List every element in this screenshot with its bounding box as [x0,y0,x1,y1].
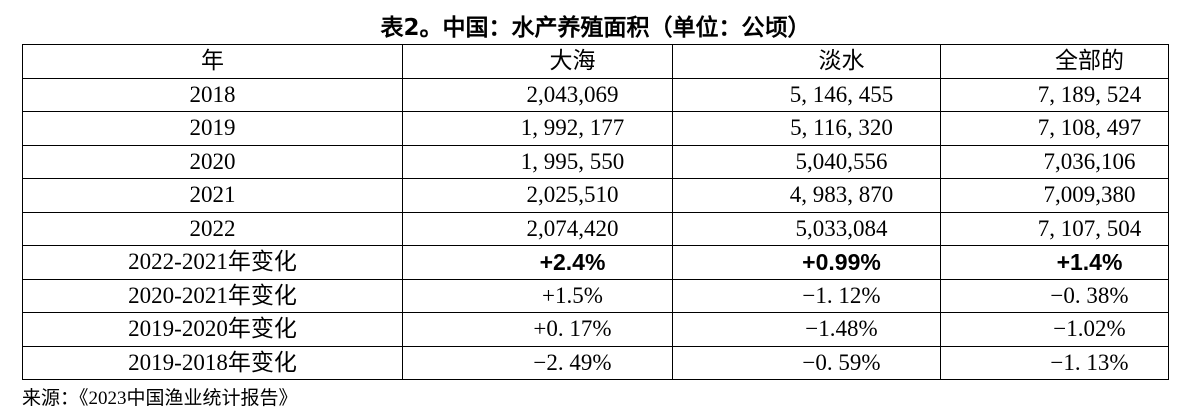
value-cell: −1.02% [940,312,1169,347]
table-row: 2019-2018年变化 −2. 49% −0. 59% −1. 13% [22,345,1169,380]
row-label: 2019-2018年变化 [22,345,403,380]
table-row: 2020 1, 995, 550 5,040,556 7,036,106 [22,144,1169,179]
row-label: 2018 [22,77,403,112]
value-cell: 5,040,556 [672,144,941,179]
value-cell: 7,009,380 [940,178,1169,213]
value-cell: −1. 13% [940,345,1169,380]
data-table: 年大海 淡水 全部的 2018 2,043,069 5, 146, 455 7, 189, … [22,44,1169,380]
value-cell: 1, 995, 550 [402,144,673,179]
table-row: 2021 2,025,510 4, 983, 870 7,009,380 [22,178,1169,213]
header-cell: 淡水 [672,44,941,79]
value-cell: 7, 189, 524 [940,77,1169,112]
value-cell: 1, 992, 177 [402,111,673,146]
table-row: 2022-2021年变化 +2.4% +0.99% +1.4% [22,245,1169,280]
value-cell: −1.48% [672,312,941,347]
value-cell: 2,043,069 [402,77,673,112]
value-cell: 7,036,106 [940,144,1169,179]
value-cell: 7, 107, 504 [940,211,1169,246]
value-cell: 5, 146, 455 [672,77,941,112]
source-note: 来源：《2023中国渔业统计报告》 [22,388,298,409]
row-label: 2022 [22,211,403,246]
value-cell: +1.4% [940,245,1169,280]
value-cell: −0. 59% [672,345,941,380]
header-row: 年大海 淡水 全部的 [22,44,1169,79]
header-cell: 年 [22,44,403,79]
value-cell: +0.99% [672,245,941,280]
value-cell: −1. 12% [672,278,941,313]
value-cell: 2,025,510 [402,178,673,213]
table-row: 2018 2,043,069 5, 146, 455 7, 189, 524 [22,77,1169,112]
table-row: 2022 2,074,420 5,033,084 7, 107, 504 [22,211,1169,246]
value-cell: +2.4% [402,245,673,280]
table-row: 2019-2020年变化 +0. 17% −1.48% −1.02% [22,312,1169,347]
value-cell: +1.5% [402,278,673,313]
header-cell: 全部的 [940,44,1169,79]
value-cell: −2. 49% [402,345,673,380]
table-row: 2020-2021年变化 +1.5% −1. 12% −0. 38% [22,278,1169,313]
value-cell: 5,033,084 [672,211,941,246]
row-label: 2020 [22,144,403,179]
value-cell: 2,074,420 [402,211,673,246]
row-label: 2020-2021年变化 [22,278,403,313]
value-cell: 5, 116, 320 [672,111,941,146]
value-cell: +0. 17% [402,312,673,347]
value-cell: −0. 38% [940,278,1169,313]
row-label: 2019 [22,111,403,146]
row-label: 2022-2021年变化 [22,245,403,280]
value-cell: 7, 108, 497 [940,111,1169,146]
table-row: 2019 1, 992, 177 5, 116, 320 7, 108, 497 [22,111,1169,146]
row-label: 2019-2020年变化 [22,312,403,347]
table-title: 表2。中国：水产养殖面积（单位：公顷） [380,15,811,41]
row-label: 2021 [22,178,403,213]
header-cell: 大海 [402,44,673,79]
value-cell: 4, 983, 870 [672,178,941,213]
